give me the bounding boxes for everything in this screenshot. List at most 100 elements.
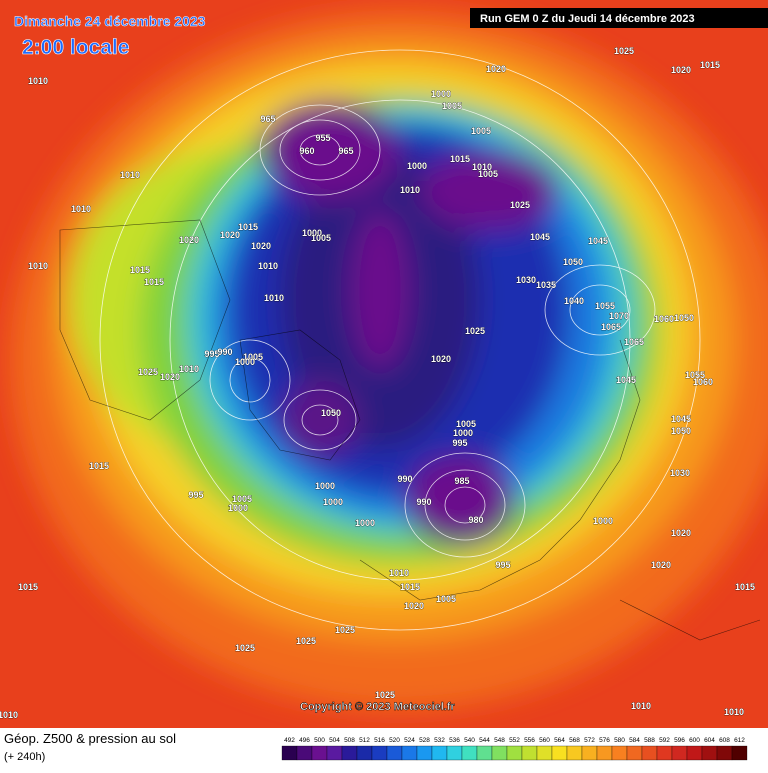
pressure-label: 1055: [685, 370, 705, 380]
pressure-label: 1050: [674, 313, 694, 323]
pressure-label: 1020: [671, 528, 691, 538]
scale-label: 560: [539, 737, 550, 744]
pressure-label: 990: [397, 474, 412, 484]
pressure-label: 990: [416, 497, 431, 507]
pressure-label: 960: [299, 146, 314, 156]
scale-label: 556: [524, 737, 535, 744]
pressure-label: 1005: [243, 352, 263, 362]
run-info: Run GEM 0 Z du Jeudi 14 décembre 2023: [480, 13, 695, 25]
pressure-label: 1020: [431, 354, 451, 364]
scale-swatch: [641, 745, 658, 761]
pressure-label: 1045: [616, 375, 636, 385]
scale-swatch: [326, 745, 343, 761]
pressure-label: 1010: [724, 707, 744, 717]
pressure-label: 1045: [671, 414, 691, 424]
scale-label: 548: [494, 737, 505, 744]
pressure-label: 1010: [472, 162, 492, 172]
pressure-label: 1065: [601, 322, 621, 332]
pressure-label: 1010: [120, 170, 140, 180]
pressure-label: 965: [338, 146, 353, 156]
pressure-label: 1030: [516, 275, 536, 285]
color-scale: 492 496 500 504 508 512 516 520 524 528 532 536 540 5…: [281, 737, 748, 761]
scale-label: 544: [479, 737, 490, 744]
pressure-label: 1000: [431, 89, 451, 99]
scale-label: 516: [374, 737, 385, 744]
pressure-label: 1005: [436, 594, 456, 604]
run-box: [470, 8, 768, 28]
scale-label: 552: [509, 737, 520, 744]
scale-label: 512: [359, 737, 370, 744]
lead-time: (+ 240h): [4, 751, 45, 763]
pressure-label: 1000: [323, 497, 343, 507]
scale-label: 508: [344, 737, 355, 744]
scale-swatch: [296, 745, 313, 761]
pressure-label: 1020: [220, 230, 240, 240]
scale-swatch: [731, 745, 748, 761]
legend-title: Géop. Z500 & pression au sol: [4, 731, 176, 746]
scale-label: 564: [554, 737, 565, 744]
pressure-label: 1000: [453, 428, 473, 438]
scale-label: 608: [719, 737, 730, 744]
copyright: Copyright © 2023 Meteociel.fr: [300, 701, 456, 713]
scale-label: 600: [689, 737, 700, 744]
pressure-label: 1015: [735, 582, 755, 592]
pressure-label: 985: [454, 476, 469, 486]
geopotential-field: [0, 0, 768, 728]
scale-label: 572: [584, 737, 595, 744]
scale-label: 504: [329, 737, 340, 744]
pressure-label: 1000: [355, 518, 375, 528]
pressure-label: 1045: [530, 232, 550, 242]
pressure-label: 1050: [563, 257, 583, 267]
scale-swatch: [506, 745, 523, 761]
scale-label: 576: [599, 737, 610, 744]
scale-swatch: [356, 745, 373, 761]
scale-swatch: [581, 745, 598, 761]
scale-swatch: [431, 745, 448, 761]
scale-swatch: [341, 745, 358, 761]
pressure-label: 1025: [465, 326, 485, 336]
pressure-label: 1045: [588, 236, 608, 246]
scale-swatch: [656, 745, 673, 761]
pressure-label: 1015: [450, 154, 470, 164]
scale-swatch: [551, 745, 568, 761]
map-title: Dimanche 24 décembre 2023: [14, 13, 206, 29]
pressure-label: 1025: [375, 690, 395, 700]
scale-label: 584: [629, 737, 640, 744]
pressure-label: 995: [188, 490, 203, 500]
pressure-label: 955: [315, 133, 330, 143]
pressure-label: 1050: [321, 408, 341, 418]
scale-swatch: [476, 745, 493, 761]
pressure-label: 1005: [456, 419, 476, 429]
scale-label: 580: [614, 737, 625, 744]
pressure-label: 1010: [389, 568, 409, 578]
pressure-label: 1010: [28, 261, 48, 271]
scale-label: 496: [299, 737, 310, 744]
pressure-label: 1005: [471, 126, 491, 136]
pressure-label: 1015: [144, 277, 164, 287]
pressure-label: 1015: [238, 222, 258, 232]
scale-swatch: [686, 745, 703, 761]
local-time: 2:00 locale: [22, 36, 129, 59]
pressure-label: 980: [468, 515, 483, 525]
pressure-label: 965: [260, 114, 275, 124]
pressure-label: 1020: [251, 241, 271, 251]
scale-label: 492: [284, 737, 295, 744]
pressure-label: 1020: [404, 601, 424, 611]
pressure-label: 1010: [258, 261, 278, 271]
pressure-label: 1010: [0, 710, 18, 720]
pressure-label: 1015: [18, 582, 38, 592]
scale-swatch: [566, 745, 583, 761]
pressure-label: 1020: [651, 560, 671, 570]
scale-label: 596: [674, 737, 685, 744]
pressure-label: 1010: [264, 293, 284, 303]
pressure-label: 1000: [235, 357, 255, 367]
scale-label: 520: [389, 737, 400, 744]
scale-label: 536: [449, 737, 460, 744]
scale-label: 524: [404, 737, 415, 744]
pressure-label: 1010: [71, 204, 91, 214]
pressure-label: 1025: [510, 200, 530, 210]
scale-swatch: [521, 745, 538, 761]
pressure-label: 1005: [311, 233, 331, 243]
